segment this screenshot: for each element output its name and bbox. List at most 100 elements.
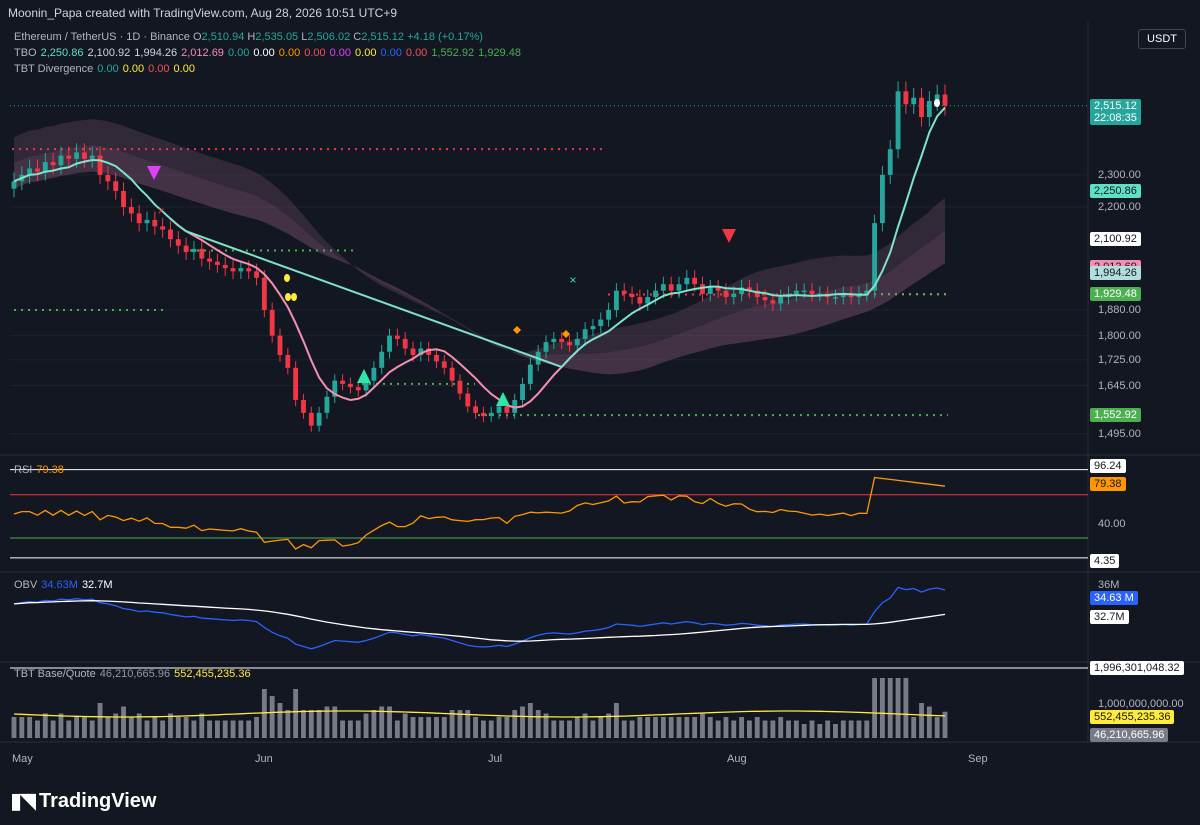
tbo-legend[interactable]: TBO 2,250.86 2,100.92 1,994.26 2,012.69 0.00 0…: [14, 47, 529, 59]
candle-68: [543, 342, 549, 352]
candle-105: [833, 297, 838, 299]
volume-bar-35: [285, 710, 291, 738]
tbo-value-5: 0.00: [253, 47, 275, 59]
candle-33: [269, 309, 275, 336]
volume-bar-31: [254, 717, 259, 738]
tbo-value-12: 1,552.92: [431, 47, 475, 59]
volume-bar-114: [903, 678, 909, 738]
change-value: +4.18 (+0.17%): [407, 31, 483, 43]
candle-35: [285, 354, 291, 368]
volume-bar-96: [762, 720, 768, 738]
low-value: 2,506.02: [307, 31, 351, 43]
volume-bar-65: [520, 706, 525, 738]
obv-value-label: 34.63 M: [1090, 591, 1138, 605]
candle-15: [128, 207, 134, 214]
candle-46: [371, 367, 377, 381]
price-label-5: 1,929.48: [1090, 287, 1141, 302]
candle-32: [261, 277, 267, 310]
candle-10: [89, 155, 95, 159]
candle-0: [11, 181, 17, 189]
volume-bar-56: [449, 710, 455, 738]
volume-bar-46: [371, 710, 377, 738]
candle-117: [926, 100, 932, 118]
volume-bar-15: [128, 717, 134, 738]
time-tick-jul: Jul: [488, 753, 502, 765]
candle-58: [465, 393, 471, 407]
volume-bar-49: [394, 720, 400, 738]
candle-54: [434, 354, 439, 362]
symbol-name[interactable]: Ethereum / TetherUS · 1D · Binance: [14, 31, 190, 43]
obv-tick: 36M: [1098, 579, 1120, 591]
volume-bar-81: [645, 717, 651, 738]
buy-signal-1: [357, 369, 371, 383]
orange-diamond-0: [513, 326, 521, 334]
volume-bar-25: [207, 720, 213, 738]
volume-bar-72: [574, 717, 580, 738]
volume-bar-77: [613, 703, 619, 738]
candle-96: [762, 297, 768, 301]
volume-bar-54: [434, 717, 439, 738]
tradingview-brand: TradingView: [39, 789, 157, 812]
symbol-legend: Ethereum / TetherUS · 1D · Binance O2,51…: [14, 31, 483, 43]
volume-bar-115: [911, 717, 917, 738]
volume-bar-50: [402, 713, 408, 738]
candle-100: [793, 290, 799, 294]
candle-90: [715, 287, 721, 291]
candle-111: [879, 174, 885, 224]
price-tick-1: 2,200.00: [1098, 201, 1141, 214]
obv-label: OBV: [14, 579, 38, 591]
sell-signal-1: [722, 229, 736, 243]
volume-bar-64: [512, 710, 518, 738]
tbt_div-value-0: 0.00: [97, 63, 119, 75]
low-label: L: [301, 31, 308, 43]
tbo-value-2: 1,994.26: [134, 47, 178, 59]
tradingview-logo[interactable]: ▮◥ TradingView: [10, 788, 156, 814]
close-value: 2,515.12: [361, 31, 405, 43]
obv-legend[interactable]: OBV 34.63M 32.7M: [14, 579, 117, 591]
candle-40: [324, 396, 330, 413]
candle-85: [676, 284, 682, 291]
volume-legend[interactable]: TBT Base/Quote 46,210,665.96 552,455,235.3…: [14, 668, 255, 680]
candle-110: [872, 223, 878, 291]
rsi-line: [13, 476, 946, 550]
high-label: H: [247, 31, 256, 43]
volume-bar-94: [746, 720, 752, 738]
price-label-6: 1,552.92: [1090, 408, 1141, 423]
candle-57: [457, 380, 463, 394]
volume-bar-78: [621, 720, 627, 738]
candle-23: [191, 248, 197, 253]
obv-ma-label: 32.7M: [1090, 610, 1129, 624]
price-tick-2: 1,880.00: [1098, 303, 1141, 316]
candle-109: [864, 290, 870, 294]
white-dot: [934, 99, 940, 107]
volume-bar-117: [926, 706, 932, 738]
volume-bar-7: [66, 720, 72, 738]
volume-bar-47: [379, 706, 385, 738]
volume-ma-line: [13, 710, 946, 718]
price-tick-4: 1,725.00: [1098, 353, 1141, 366]
volume-bar-62: [496, 717, 502, 738]
volume-bar-90: [715, 720, 721, 738]
currency-button[interactable]: USDT: [1138, 29, 1186, 49]
volume-bar-24: [199, 713, 205, 738]
volume-bar-98: [778, 717, 784, 738]
volume-bar-75: [598, 717, 604, 738]
candle-79: [629, 293, 635, 298]
volume-bar-37: [301, 710, 306, 738]
tradingview-logo-icon: ▮◥: [10, 788, 36, 813]
volume-bar-2: [27, 717, 33, 738]
tbt-divergence-legend[interactable]: TBT Divergence 0.00 0.00 0.00 0.00: [14, 63, 203, 75]
candle-34: [277, 335, 283, 355]
candle-87: [692, 277, 698, 285]
volume-pane: [10, 667, 1088, 738]
volume-bar-113: [895, 678, 901, 738]
cross-marker-1: ×: [157, 204, 164, 218]
high-value: 2,535.05: [255, 31, 299, 43]
volume-bar-68: [543, 713, 549, 738]
volume-bar-73: [582, 713, 588, 738]
volume-bar-3: [35, 720, 40, 738]
volume-bar-103: [817, 724, 823, 738]
volume-bar-70: [559, 720, 565, 738]
rsi-legend[interactable]: RSI 79.38: [14, 464, 68, 476]
